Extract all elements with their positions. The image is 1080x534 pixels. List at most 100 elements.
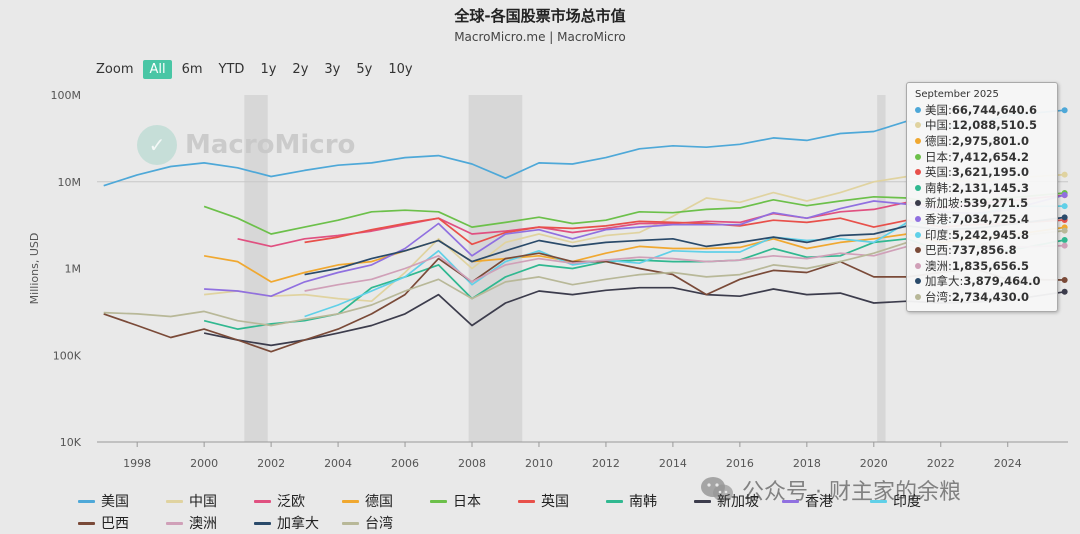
legend-label: 日本 [453,494,481,510]
tooltip-dot [915,200,921,207]
tooltip-value: 737,856.8 [951,243,1017,258]
legend-swatch [606,499,623,503]
legend-label: 德国 [365,494,393,510]
legend-item[interactable]: 泛欧 [254,490,342,512]
tooltip-value: 7,412,654.2 [951,149,1029,164]
tooltip-country: 加拿大: [925,274,964,289]
legend-item[interactable]: 德国 [342,490,430,512]
tooltip-value: 2,975,801.0 [951,133,1029,148]
tooltip-value: 539,271.5 [963,196,1029,211]
tooltip-country: 印度: [925,227,952,242]
legend-item[interactable]: 新加坡 [694,490,782,512]
series-line-13 [103,229,1065,327]
legend-swatch [870,499,887,503]
series-endpoint-10 [1061,276,1068,283]
wechat-icon [701,477,733,502]
legend-item[interactable]: 印度 [870,490,958,512]
tooltip-row: 英国: 3,621,195.0 [915,164,1049,180]
tooltip-country: 日本: [925,149,952,164]
tooltip-value: 2,734,430.0 [951,289,1029,304]
legend-label: 中国 [189,494,217,510]
tooltip-country: 巴西: [925,243,952,258]
series-line-1 [204,173,1065,303]
macromicro-logo-icon: ✓ [137,125,177,165]
x-tick-label: 2016 [726,457,754,470]
tooltip-country: 美国: [925,102,952,117]
legend-item[interactable]: 澳洲 [166,512,254,534]
legend-item[interactable]: 日本 [430,490,518,512]
series-endpoint-9 [1061,203,1068,210]
series-endpoint-0 [1061,107,1068,114]
y-axis-label: Millions, USD [28,233,41,305]
tooltip-country: 澳洲: [925,258,952,273]
series-line-0 [103,109,1065,187]
legend-swatch [342,521,359,525]
zoom-all-button[interactable]: All [143,60,172,79]
legend-item[interactable]: 台湾 [342,512,430,534]
series-endpoint-6 [1061,236,1068,243]
legend-label: 美国 [101,494,129,510]
zoom-3y-button[interactable]: 3y [324,62,341,77]
chart-subtitle: MacroMicro.me | MacroMicro [454,30,626,44]
tooltip-dot [915,215,921,222]
legend-item[interactable]: 加拿大 [254,512,342,534]
series-endpoint-1 [1061,171,1068,178]
chart-legend: 美国 中国 泛欧 德国 日本 英国 南韩 新加坡 香港 印度巴西 澳洲 加拿大 台湾 [78,490,1038,534]
tooltip-country: 新加坡: [925,196,964,211]
x-tick-label: 2022 [927,457,955,470]
x-tick-label: 2000 [190,457,218,470]
zoom-5y-button[interactable]: 5y [356,62,373,77]
y-tick-label: 1M [65,263,82,276]
tooltip-country: 德国: [925,133,952,148]
x-tick-label: 2008 [458,457,486,470]
tooltip-dot [915,247,921,254]
tooltip-row: 中国: 12,088,510.5 [915,118,1049,134]
tooltip-row: 新加坡: 539,271.5 [915,196,1049,212]
y-tick-label: 10K [60,436,82,449]
tooltip-value: 3,879,464.0 [963,274,1041,289]
zoom-1y-button[interactable]: 1y [260,62,277,77]
watermark-text: MacroMicro [185,130,356,160]
tooltip-value: 12,088,510.5 [951,118,1037,133]
tooltip-dot [915,184,921,191]
tooltip-value: 66,744,640.6 [951,102,1037,117]
wechat-watermark: 公众号 · 财主家的余粮 [700,474,961,506]
recession-band-2 [877,95,886,442]
legend-label: 新加坡 [717,494,759,510]
legend-swatch [166,521,183,525]
chart-tooltip: September 2025 美国: 66,744,640.6 中国: 12,08… [906,82,1058,312]
tooltip-dot [915,153,921,160]
x-tick-label: 2020 [860,457,888,470]
legend-item[interactable]: 英国 [518,490,606,512]
legend-swatch [782,499,799,503]
legend-swatch [342,499,359,503]
tooltip-row: 加拿大: 3,879,464.0 [915,274,1049,290]
legend-item[interactable]: 美国 [78,490,166,512]
tooltip-row: 美国: 66,744,640.6 [915,102,1049,118]
zoom-10y-button[interactable]: 10y [388,62,413,77]
series-endpoint-13 [1061,227,1068,234]
tooltip-country: 南韩: [925,180,952,195]
chart-title: 全球-各国股票市场总市值 [454,7,626,25]
legend-label: 泛欧 [277,494,305,510]
legend-item[interactable]: 中国 [166,490,254,512]
zoom-ytd-button[interactable]: YTD [218,62,245,77]
legend-item[interactable]: 巴西 [78,512,166,534]
tooltip-dot [915,122,921,129]
tooltip-country: 英国: [925,165,952,180]
legend-swatch [518,499,535,503]
tooltip-row: 南韩: 2,131,145.3 [915,180,1049,196]
x-tick-label: 2004 [324,457,352,470]
zoom-6m-button[interactable]: 6m [181,62,203,77]
x-tick-label: 2012 [592,457,620,470]
legend-item[interactable]: 香港 [782,490,870,512]
tooltip-value: 3,621,195.0 [951,165,1029,180]
x-tick-label: 2024 [994,457,1022,470]
legend-item[interactable]: 南韩 [606,490,694,512]
tooltip-row: 巴西: 737,856.8 [915,242,1049,258]
legend-swatch [78,499,95,503]
zoom-2y-button[interactable]: 2y [292,62,309,77]
tooltip-rows: 美国: 66,744,640.6 中国: 12,088,510.5 德国: 2,97… [915,102,1049,305]
y-tick-label: 100M [51,89,82,102]
